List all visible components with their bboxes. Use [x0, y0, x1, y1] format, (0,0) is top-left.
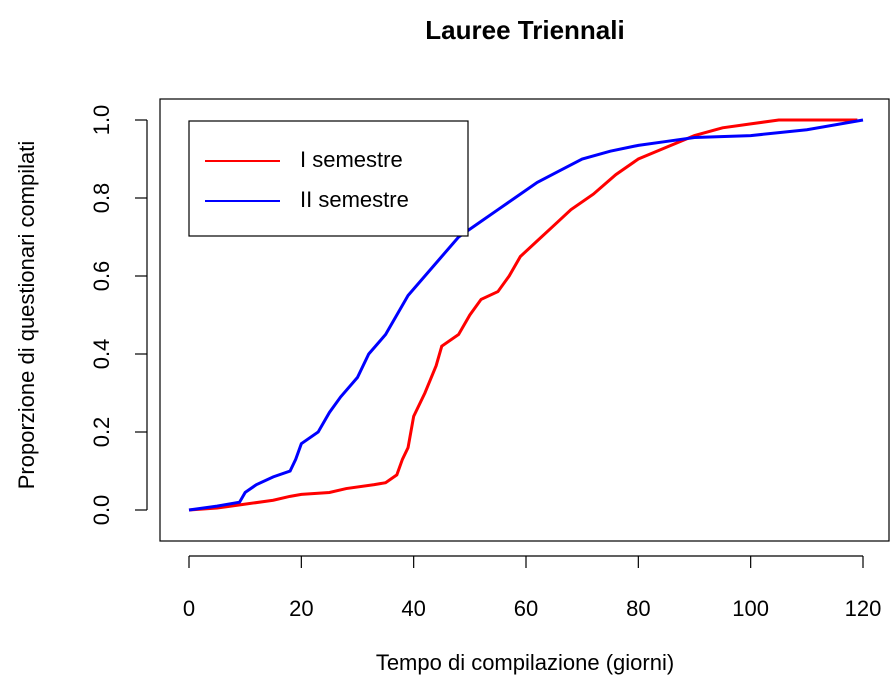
legend-box [188, 120, 469, 237]
series-line [188, 118, 858, 512]
x-tick-label: 60 [514, 596, 538, 621]
y-tick-label: 0.2 [89, 417, 114, 448]
chart-title: Lauree Triennali [425, 15, 624, 45]
x-tick-label: 0 [183, 596, 195, 621]
x-tick-label: 80 [626, 596, 650, 621]
y-tick-label: 0.6 [89, 261, 114, 292]
y-tick-label: 0.8 [89, 183, 114, 214]
legend-label: I semestre [300, 147, 403, 172]
y-tick-label: 0.0 [89, 495, 114, 526]
x-tick-label: 120 [845, 596, 882, 621]
x-tick-label: 100 [732, 596, 769, 621]
x-tick-label: 40 [401, 596, 425, 621]
y-tick-label: 1.0 [89, 105, 114, 136]
y-axis-label: Proporzione di questionari compilati [14, 141, 39, 490]
plot-frame [159, 98, 890, 542]
x-tick-label: 20 [289, 596, 313, 621]
y-tick-label: 0.4 [89, 339, 114, 370]
legend-label: II semestre [300, 187, 409, 212]
x-axis-label: Tempo di compilazione (giorni) [376, 650, 674, 675]
series-line [188, 118, 864, 512]
